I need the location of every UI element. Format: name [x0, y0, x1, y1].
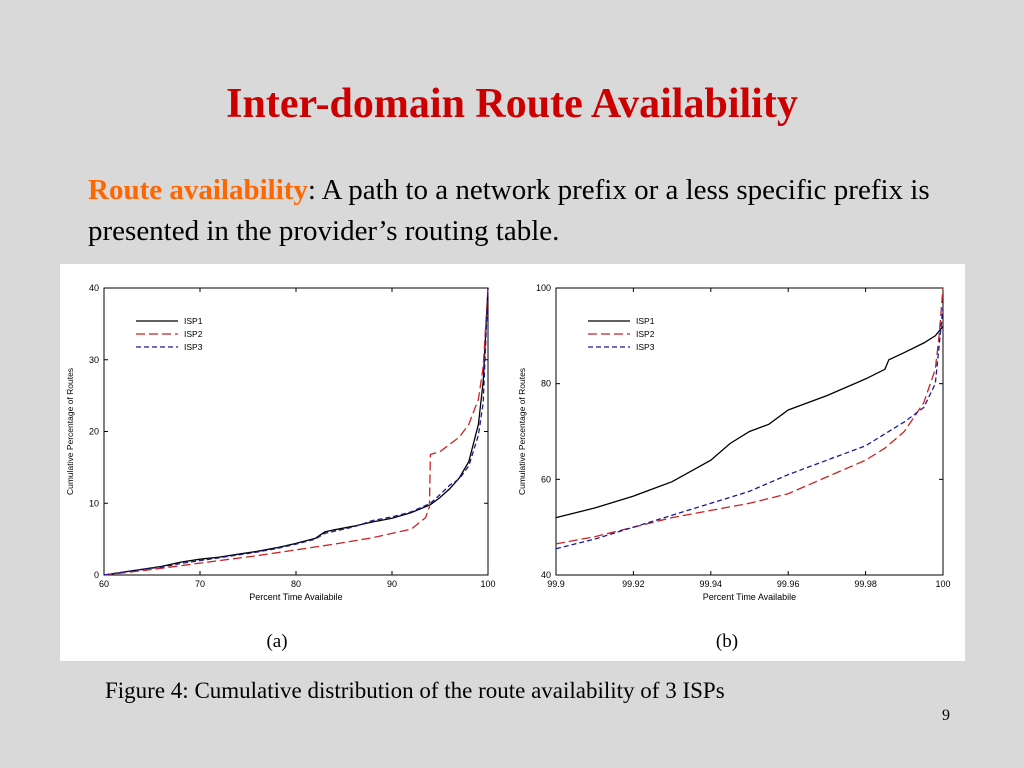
figure-svg: 60 70 80 90 100 0 10 20 30 40 Percent Time Availab…	[65, 283, 951, 652]
x-tick-label: 99.98	[854, 579, 877, 589]
figure-panel: 60 70 80 90 100 0 10 20 30 40 Percent Time Availab…	[60, 264, 965, 661]
series-line-isp3	[103, 287, 489, 576]
y-axis-label: Cumulative Percentage of Routes	[517, 368, 527, 495]
plot-frame	[555, 287, 944, 576]
series-line-isp2	[555, 287, 944, 545]
legend-label-isp2: ISP2	[636, 329, 655, 339]
chart-a	[103, 287, 489, 576]
x-tick-label: 70	[195, 579, 205, 589]
y-tick-label: 10	[89, 498, 99, 508]
x-tick-label: 60	[99, 579, 109, 589]
y-tick-label: 0	[94, 570, 99, 580]
definition-body: : A path to a network prefix or a less s…	[88, 174, 930, 247]
legend-label-isp2: ISP2	[184, 329, 203, 339]
x-tick-label: 100	[935, 579, 950, 589]
plot-frame	[103, 287, 489, 576]
x-tick-label: 99.94	[700, 579, 723, 589]
x-tick-label: 99.9	[547, 579, 565, 589]
series-line-isp1	[103, 287, 489, 576]
x-tick-label: 99.92	[622, 579, 645, 589]
y-tick-label: 30	[89, 355, 99, 365]
x-axis-label: Percent Time Availabile	[703, 592, 796, 602]
series-line-isp2	[103, 287, 489, 576]
legend-label-isp1: ISP1	[636, 316, 655, 326]
page-number: 9	[942, 707, 950, 724]
x-tick-label: 90	[387, 579, 397, 589]
y-axis-label: Cumulative Percentage of Routes	[65, 368, 75, 495]
figure-caption: Figure 4: Cumulative distribution of the…	[105, 678, 725, 703]
series-line-isp3	[555, 307, 944, 550]
definition-text: Route availability: A path to a network …	[88, 170, 968, 252]
x-tick-label: 99.96	[777, 579, 800, 589]
definition-term: Route availability	[88, 174, 308, 206]
x-tick-label: 80	[291, 579, 301, 589]
x-axis-label: Percent Time Availabile	[249, 592, 342, 602]
y-tick-label: 40	[89, 283, 99, 293]
legend-label-isp3: ISP3	[636, 342, 655, 352]
y-tick-label: 80	[541, 379, 551, 389]
panel-label: (b)	[716, 631, 738, 652]
legend-label-isp3: ISP3	[184, 342, 203, 352]
y-tick-label: 60	[541, 474, 551, 484]
x-tick-label: 100	[480, 579, 495, 589]
slide-title: Inter-domain Route Availability	[226, 81, 798, 127]
y-tick-label: 100	[536, 283, 551, 293]
y-tick-label: 20	[89, 427, 99, 437]
y-tick-label: 40	[541, 570, 551, 580]
chart-b	[555, 287, 944, 576]
panel-label: (a)	[266, 631, 287, 652]
legend-label-isp1: ISP1	[184, 316, 203, 326]
series-line-isp1	[555, 325, 944, 519]
